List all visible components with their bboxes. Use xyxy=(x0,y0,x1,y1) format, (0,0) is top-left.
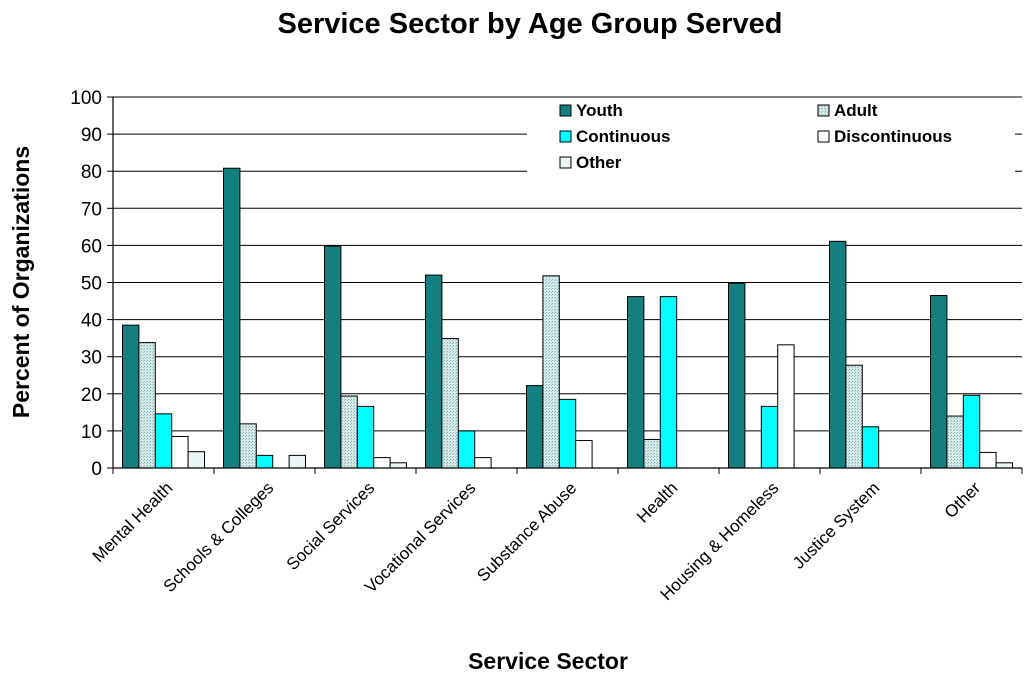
x-category-label: Health xyxy=(633,478,681,526)
bar xyxy=(627,296,645,469)
bar xyxy=(962,394,981,469)
axes xyxy=(107,96,1023,474)
bar xyxy=(324,245,342,469)
y-tick-label: 80 xyxy=(81,162,102,183)
bar xyxy=(239,423,257,469)
bar xyxy=(829,240,847,469)
bar xyxy=(542,275,560,469)
bar xyxy=(187,451,206,469)
bar xyxy=(223,167,241,469)
bar xyxy=(526,385,544,469)
legend-label: Adult xyxy=(834,101,878,120)
bar xyxy=(441,338,459,469)
chart-title: Service Sector by Age Group Served xyxy=(277,8,782,40)
y-tick-label: 0 xyxy=(91,459,102,480)
bar xyxy=(340,395,358,469)
y-tick-label: 100 xyxy=(70,88,102,109)
legend-label: Youth xyxy=(576,101,623,120)
legend-swatch xyxy=(559,156,572,169)
bar xyxy=(255,454,274,469)
legend-swatch xyxy=(817,130,830,143)
bar xyxy=(995,462,1013,469)
x-category-label: Vocational Services xyxy=(361,478,479,596)
bar xyxy=(389,462,408,469)
y-tick-label: 60 xyxy=(81,236,102,257)
bar xyxy=(356,405,375,469)
bar xyxy=(845,364,863,469)
bar xyxy=(861,426,880,469)
y-tick-label: 40 xyxy=(81,311,102,332)
legend: Youth Adult Continuous Discontinuous Other xyxy=(527,101,1015,185)
bar xyxy=(930,294,948,469)
bar xyxy=(138,342,156,469)
legend-label: Other xyxy=(576,153,622,172)
bar xyxy=(728,282,746,469)
bar xyxy=(760,405,779,469)
bar xyxy=(777,344,795,469)
legend-swatch xyxy=(559,130,572,143)
y-tick-label: 30 xyxy=(81,348,102,369)
bar xyxy=(457,430,476,469)
bar xyxy=(643,438,661,469)
legend-swatch xyxy=(559,104,572,117)
y-tick-label: 20 xyxy=(81,385,102,406)
bar xyxy=(288,454,307,469)
bar xyxy=(659,296,678,469)
x-category-label: Justice System xyxy=(789,478,883,572)
y-axis-title: Percent of Organizations xyxy=(8,146,34,418)
bar xyxy=(122,324,140,469)
legend-label: Discontinuous xyxy=(834,127,952,146)
bars xyxy=(122,167,1013,469)
bar xyxy=(154,413,173,469)
x-category-label: Mental Health xyxy=(89,478,177,566)
legend-background xyxy=(527,103,1015,185)
x-axis-title: Service Sector xyxy=(468,648,628,674)
x-category-label: Substance Abuse xyxy=(473,478,580,585)
y-tick-label: 70 xyxy=(81,199,102,220)
y-tick-labels: 0 10 20 30 40 50 60 70 80 90 100 xyxy=(70,88,102,480)
bar xyxy=(425,274,443,469)
bar xyxy=(474,457,492,469)
y-tick-label: 50 xyxy=(81,274,102,295)
bar xyxy=(979,451,997,469)
x-category-label: Social Services xyxy=(283,478,379,574)
bar xyxy=(558,398,577,469)
legend-label: Continuous xyxy=(576,127,670,146)
x-category-label: Schools & Colleges xyxy=(160,478,278,596)
bar xyxy=(946,415,964,469)
bar xyxy=(373,457,391,469)
x-category-label: Other xyxy=(941,478,985,522)
bar xyxy=(575,440,593,469)
y-tick-label: 10 xyxy=(81,422,102,443)
y-tick-label: 90 xyxy=(81,125,102,146)
legend-swatch xyxy=(817,104,830,117)
bar xyxy=(171,435,189,469)
